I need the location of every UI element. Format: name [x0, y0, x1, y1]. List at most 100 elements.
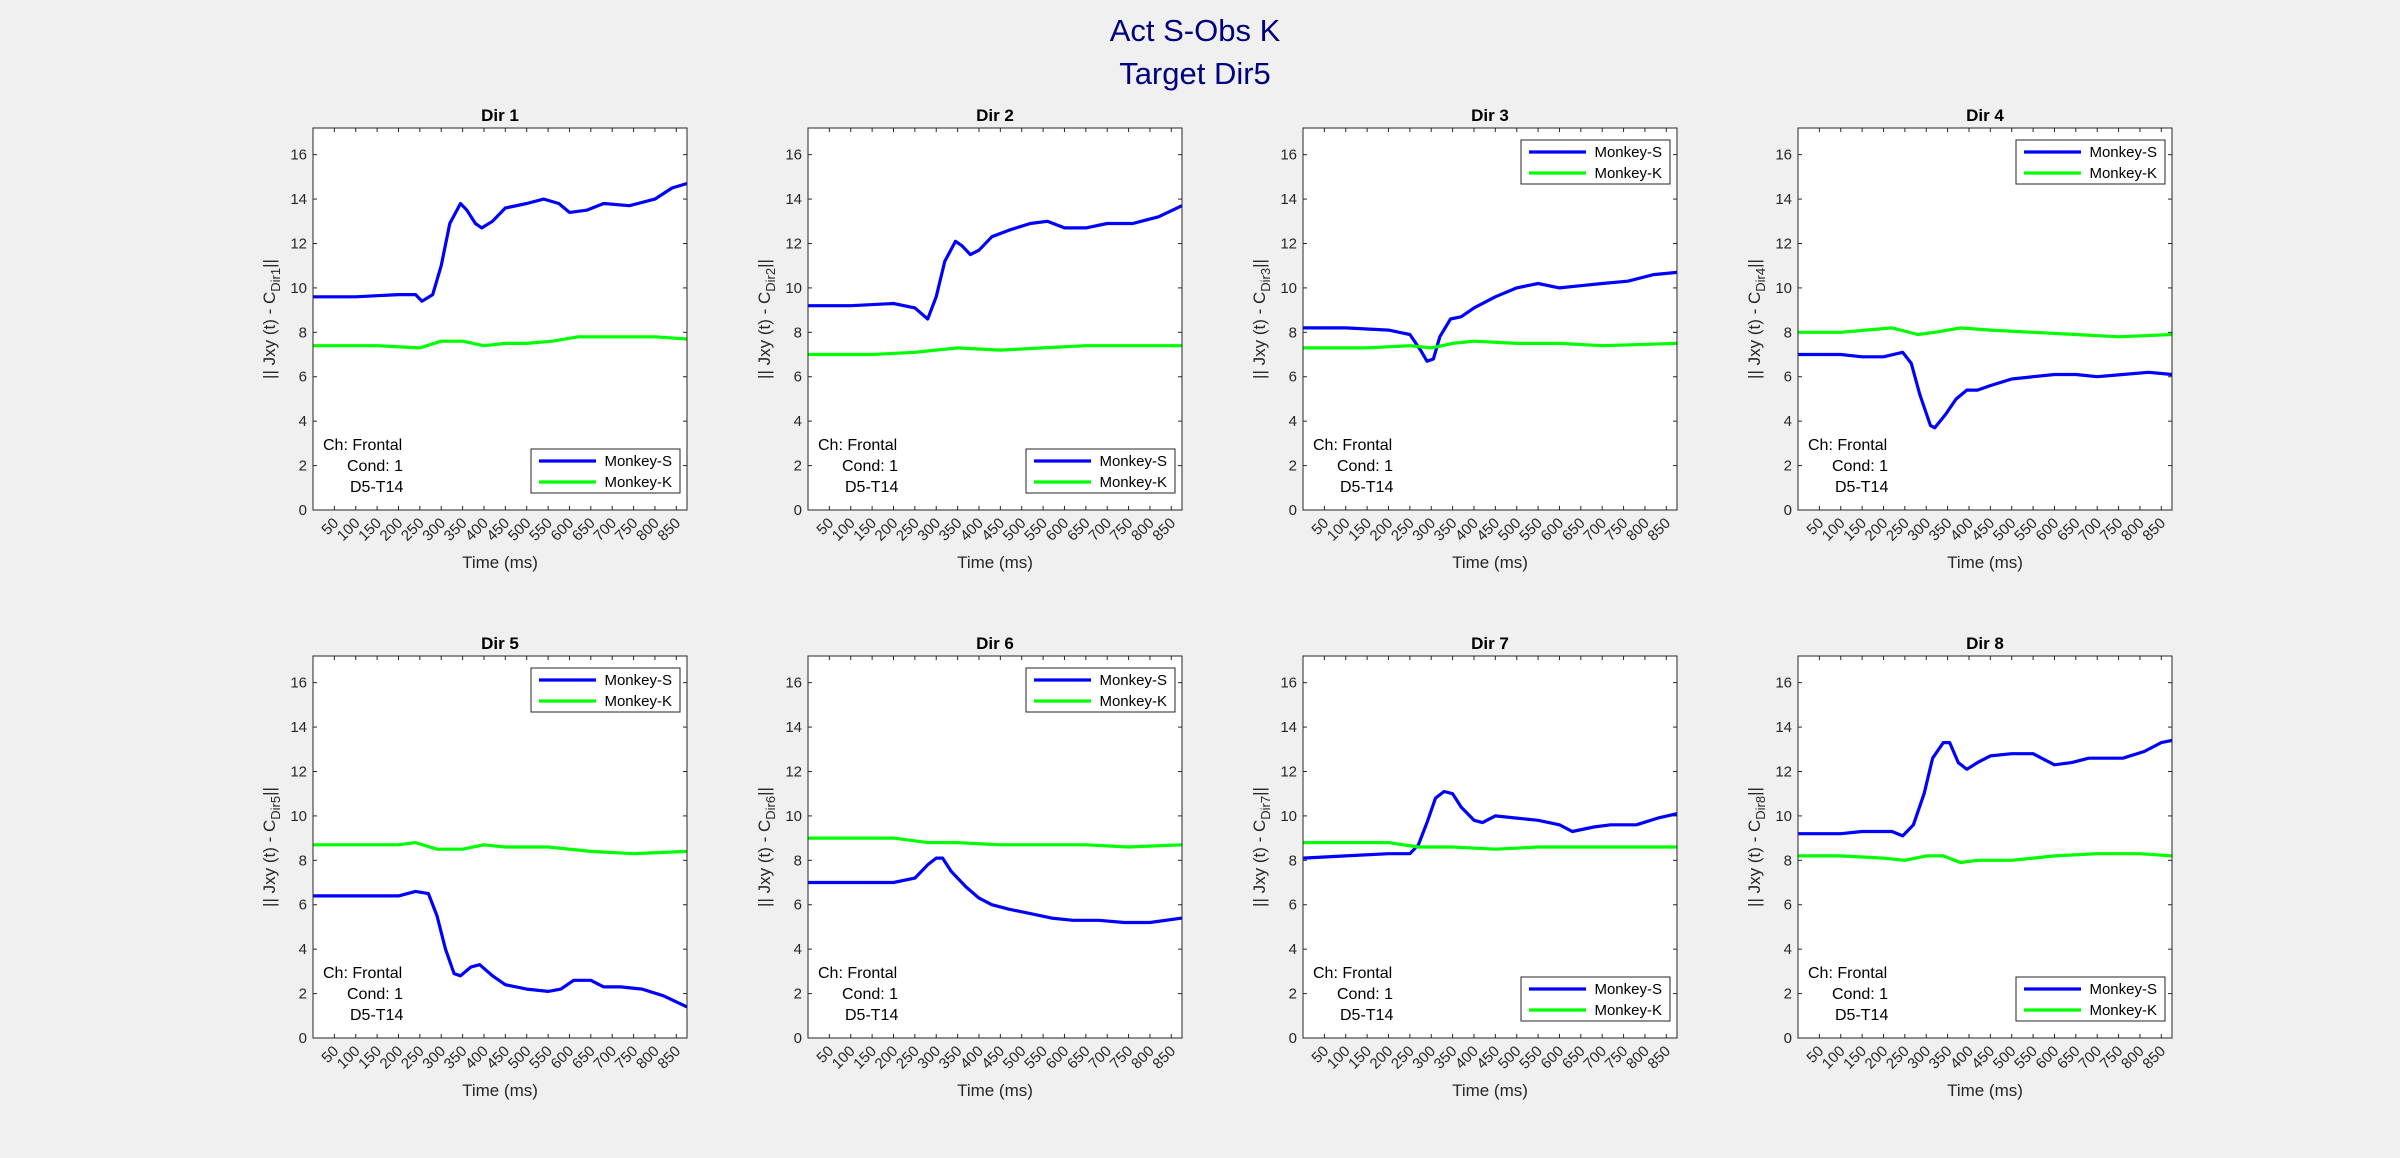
y-tick-label: 2	[1784, 986, 1792, 1003]
series-line-monkey-k	[313, 841, 688, 856]
y-tick-label: 10	[785, 280, 802, 297]
y-tick-label: 6	[1784, 369, 1792, 386]
y-tick-label: 8	[1289, 324, 1297, 341]
y-axis-label: || Jxy (t) - CDir1||	[260, 259, 283, 379]
legend-box	[1520, 139, 1671, 185]
y-tick-label: 2	[1289, 986, 1297, 1003]
y-axis-label: || Jxy (t) - CDir6||	[755, 787, 778, 907]
y-tick-label: 12	[1280, 235, 1297, 252]
legend-box	[530, 448, 681, 494]
y-tick-label: 14	[1775, 719, 1792, 736]
series-line-monkey-s	[1798, 738, 2173, 838]
legend-entry: Monkey-S	[1594, 144, 1662, 161]
series-line-monkey-k	[1798, 326, 2173, 339]
y-axis-label-main: || Jxy (t) - C	[1745, 820, 1764, 907]
y-tick-label: 16	[785, 147, 802, 164]
channel-annotation-line: Cond: 1	[1337, 986, 1393, 1003]
y-tick-label: 16	[1280, 675, 1297, 692]
y-tick-label: 10	[290, 280, 307, 297]
series-line-monkey-k	[808, 836, 1183, 849]
y-axis-label-subscript: Dir2	[763, 268, 778, 292]
y-tick-label: 6	[1289, 897, 1297, 914]
figure-title-line1: Act S-Obs K	[1110, 13, 1281, 48]
channel-annotation-line: D5-T14	[350, 1007, 403, 1024]
y-tick-label: 0	[1289, 502, 1297, 519]
legend-entry: Monkey-S	[2089, 981, 2157, 998]
legend-box	[2015, 976, 2166, 1022]
legend-entry: Monkey-K	[1099, 474, 1167, 491]
channel-annotation-line: D5-T14	[845, 479, 898, 496]
y-axis-label-subscript: Dir6	[763, 796, 778, 820]
y-tick-label: 2	[794, 458, 802, 475]
series-line-monkey-s	[1303, 270, 1678, 363]
channel-annotation-line: D5-T14	[1835, 479, 1888, 496]
legend-box	[2015, 139, 2166, 185]
plot-area	[808, 128, 1182, 510]
x-axis-label: Time (ms)	[462, 553, 538, 572]
y-tick-label: 0	[1289, 1030, 1297, 1047]
y-tick-label: 4	[1784, 413, 1792, 430]
y-tick-label: 8	[1784, 324, 1792, 341]
y-tick-label: 10	[1280, 280, 1297, 297]
legend-entry: Monkey-S	[604, 672, 672, 689]
x-axis-label: Time (ms)	[1947, 1081, 2023, 1100]
subplot-dir8: Dir 802468101214165010015020025030035040…	[1745, 634, 2173, 1100]
legend-entry: Monkey-S	[2089, 144, 2157, 161]
series-line-monkey-s	[808, 856, 1183, 925]
channel-annotation-line: Ch: Frontal	[1808, 437, 1887, 454]
y-tick-label: 0	[794, 1030, 802, 1047]
y-axis-label-subscript: Dir4	[1753, 268, 1768, 292]
y-axis-label-subscript: Dir1	[268, 268, 283, 292]
x-axis-label: Time (ms)	[957, 1081, 1033, 1100]
y-tick-label: 6	[794, 369, 802, 386]
y-axis-label-main: || Jxy (t) - C	[260, 820, 279, 907]
legend-box	[1025, 448, 1176, 494]
legend: Monkey-S Monkey-K	[1025, 448, 1176, 494]
y-axis-label: || Jxy (t) - CDir3||	[1250, 259, 1273, 379]
y-tick-label: 8	[794, 324, 802, 341]
y-axis-label-subscript: Dir3	[1258, 268, 1273, 292]
legend: Monkey-S Monkey-K	[530, 448, 681, 494]
axes-box	[807, 127, 1183, 511]
subplot-dir6: Dir 602468101214165010015020025030035040…	[755, 634, 1183, 1100]
subplot-title: Dir 8	[1966, 634, 2004, 653]
legend: Monkey-S Monkey-K	[1520, 139, 1671, 185]
legend-entry: Monkey-K	[1594, 165, 1662, 182]
y-tick-label: 0	[299, 1030, 307, 1047]
y-axis-label-end: ||	[755, 787, 774, 796]
y-tick-label: 16	[290, 147, 307, 164]
channel-annotation-line: Cond: 1	[1337, 458, 1393, 475]
y-tick-label: 0	[794, 502, 802, 519]
y-tick-label: 16	[1775, 675, 1792, 692]
legend-entry: Monkey-K	[2089, 1002, 2157, 1019]
y-tick-label: 6	[1784, 897, 1792, 914]
axes-box	[1797, 655, 2173, 1039]
plot-area	[1303, 128, 1677, 510]
subplot-dir3: Dir 302468101214165010015020025030035040…	[1250, 106, 1678, 572]
plot-area	[1798, 656, 2172, 1038]
y-axis-label-end: ||	[1745, 787, 1764, 796]
legend-entry: Monkey-S	[1099, 453, 1167, 470]
y-axis-label-end: ||	[1250, 259, 1269, 268]
y-tick-label: 4	[299, 941, 307, 958]
legend-box	[1520, 976, 1671, 1022]
legend-entry: Monkey-S	[604, 453, 672, 470]
y-tick-label: 12	[1775, 763, 1792, 780]
y-tick-label: 14	[1280, 719, 1297, 736]
series-line-monkey-k	[1303, 841, 1677, 851]
x-axis-label: Time (ms)	[957, 553, 1033, 572]
y-tick-label: 10	[290, 808, 307, 825]
y-axis-label: || Jxy (t) - CDir8||	[1745, 787, 1768, 907]
y-tick-label: 12	[1775, 235, 1792, 252]
series-line-monkey-s	[1798, 350, 2173, 430]
subplot-title: Dir 3	[1471, 106, 1509, 125]
y-axis-label: || Jxy (t) - CDir4||	[1745, 259, 1768, 379]
y-axis-label-main: || Jxy (t) - C	[260, 292, 279, 379]
channel-annotation-line: D5-T14	[350, 479, 403, 496]
y-tick-label: 12	[290, 763, 307, 780]
y-tick-label: 8	[1784, 852, 1792, 869]
subplot-title: Dir 5	[481, 634, 519, 653]
y-tick-label: 2	[794, 986, 802, 1003]
y-tick-label: 4	[794, 413, 802, 430]
axes-box	[807, 655, 1183, 1039]
